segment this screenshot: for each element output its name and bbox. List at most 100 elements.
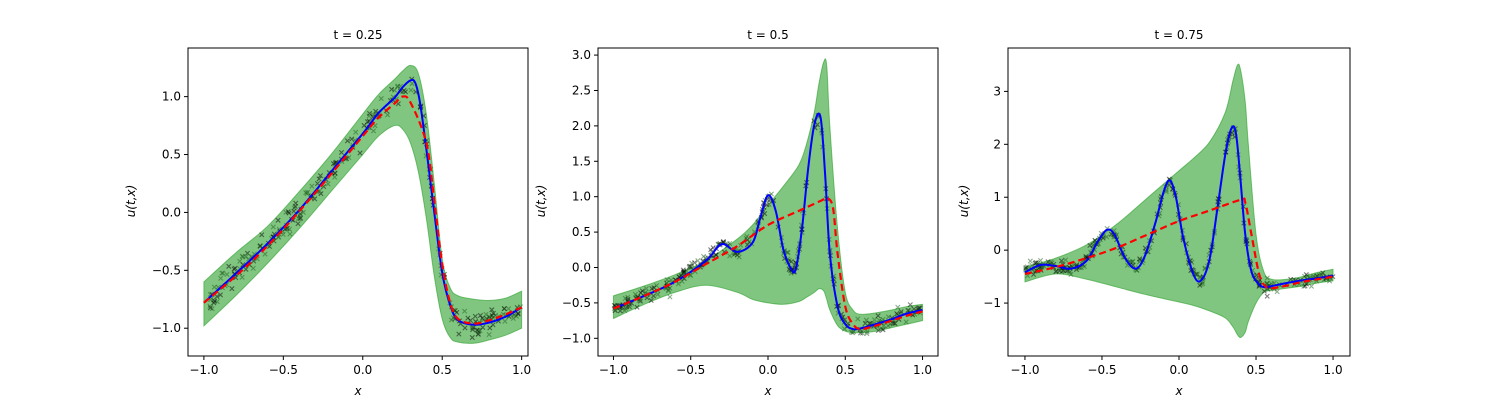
- y-tick-label: 0.0: [162, 205, 181, 219]
- plot-area: −1.0 −0.5 0.0 0.5 1.0 −1 0 1 2 3: [983, 47, 1351, 377]
- uncertainty-band: [612, 58, 924, 334]
- observation-point: [226, 263, 232, 269]
- x-tick-label: 0.0: [758, 363, 777, 377]
- x-tick-label: −1.0: [189, 363, 218, 377]
- observation-point: [648, 297, 654, 304]
- observation-point: [855, 316, 861, 322]
- observation-point: [649, 285, 655, 292]
- observation-point: [501, 306, 507, 312]
- observation-point: [224, 271, 230, 278]
- observation-point: [1027, 258, 1033, 264]
- observation-point: [744, 233, 750, 240]
- x-axis-label: x: [763, 384, 772, 398]
- observation-point: [378, 95, 384, 102]
- observation-point: [312, 196, 318, 202]
- observation-point: [1023, 264, 1029, 271]
- observation-point: [885, 323, 891, 329]
- observation-point: [338, 149, 345, 156]
- observation-point: [300, 209, 306, 216]
- observation-point: [366, 110, 373, 117]
- observation-point: [895, 304, 901, 310]
- observation-point: [469, 334, 475, 341]
- observation-point: [479, 315, 485, 321]
- mean-prediction-line: [613, 196, 923, 331]
- observation-point: [1274, 289, 1280, 295]
- y-tick-label: 3.0: [572, 48, 591, 62]
- x-tick-label: −0.5: [1087, 363, 1116, 377]
- observation-point: [639, 288, 645, 294]
- observation-point: [270, 224, 276, 230]
- observation-point: [502, 318, 508, 324]
- observation-point: [766, 197, 772, 203]
- y-axis-label: u(t,x): [534, 185, 548, 218]
- observation-point: [465, 315, 471, 321]
- observation-point: [1053, 269, 1059, 275]
- observation-point: [1326, 278, 1333, 284]
- observation-point: [1058, 258, 1065, 264]
- x-tick-label: −0.5: [269, 363, 298, 377]
- observation-point: [332, 170, 338, 176]
- observation-point: [304, 191, 310, 197]
- observation-point: [1033, 259, 1039, 266]
- observation-point: [244, 250, 251, 256]
- y-tick-label: −0.5: [152, 263, 181, 277]
- observation-point: [275, 217, 281, 223]
- mean-prediction-line: [203, 95, 523, 325]
- observation-point: [1197, 282, 1203, 288]
- observation-point: [622, 307, 628, 314]
- plot-area: −1.0 −0.5 0.0 0.5 1.0 −1.0 −0.5 0.0 0.5 1.0: [152, 47, 531, 377]
- y-tick-label: 0.0: [572, 260, 591, 274]
- observation-point: [462, 325, 468, 331]
- observation-point: [907, 302, 913, 308]
- observation-point: [885, 314, 892, 320]
- observation-point: [762, 211, 768, 217]
- observation-point: [1137, 256, 1143, 262]
- observation-point: [667, 294, 673, 300]
- y-tick-label: 2: [993, 137, 1001, 151]
- observation-point: [1062, 257, 1069, 263]
- observation-point: [483, 311, 489, 317]
- observation-point: [505, 306, 512, 312]
- plot-content: [611, 58, 924, 337]
- observation-point: [219, 270, 225, 276]
- observation-point: [211, 284, 217, 290]
- observation-point: [316, 176, 322, 182]
- x-tick-label: 0.0: [353, 363, 372, 377]
- x-tick-label: 0.0: [1169, 363, 1188, 377]
- plot-content: [203, 64, 524, 344]
- observation-point: [489, 307, 495, 313]
- x-tick-label: 1.0: [913, 363, 932, 377]
- observation-point: [1302, 283, 1308, 289]
- mean-prediction-line: [1024, 197, 1334, 290]
- observation-point: [1288, 276, 1294, 282]
- observation-point: [864, 329, 870, 335]
- observation-point: [736, 254, 742, 260]
- y-tick-label: 0: [993, 243, 1001, 257]
- observation-point: [218, 275, 224, 281]
- y-tick-label: 3: [993, 84, 1001, 98]
- y-axis-label: u(t,x): [124, 185, 138, 218]
- observation-point: [344, 138, 351, 144]
- observation-point: [650, 293, 657, 299]
- observation-point: [317, 173, 324, 179]
- observation-point: [220, 270, 226, 276]
- plot-area: −1.0 −0.5 0.0 0.5 1.0 −1.0 −0.5 0.0 0.5 1.0 1.5 2.0…: [562, 47, 939, 377]
- observation-point: [880, 327, 886, 333]
- observation-point: [456, 331, 462, 337]
- observation-point: [713, 252, 719, 258]
- observation-point: [486, 331, 492, 338]
- panel-title: t = 0.75: [1154, 28, 1203, 42]
- observation-point: [243, 266, 249, 272]
- observation-point: [409, 81, 415, 87]
- observation-point: [280, 231, 286, 238]
- observation-point: [634, 304, 640, 310]
- panel-title: t = 0.25: [333, 28, 382, 42]
- observation-point: [664, 277, 670, 283]
- y-tick-label: −1: [983, 296, 1001, 310]
- observation-point: [408, 87, 414, 93]
- observation-point: [1104, 234, 1110, 240]
- observation-point: [1301, 283, 1307, 289]
- observation-point: [394, 84, 401, 90]
